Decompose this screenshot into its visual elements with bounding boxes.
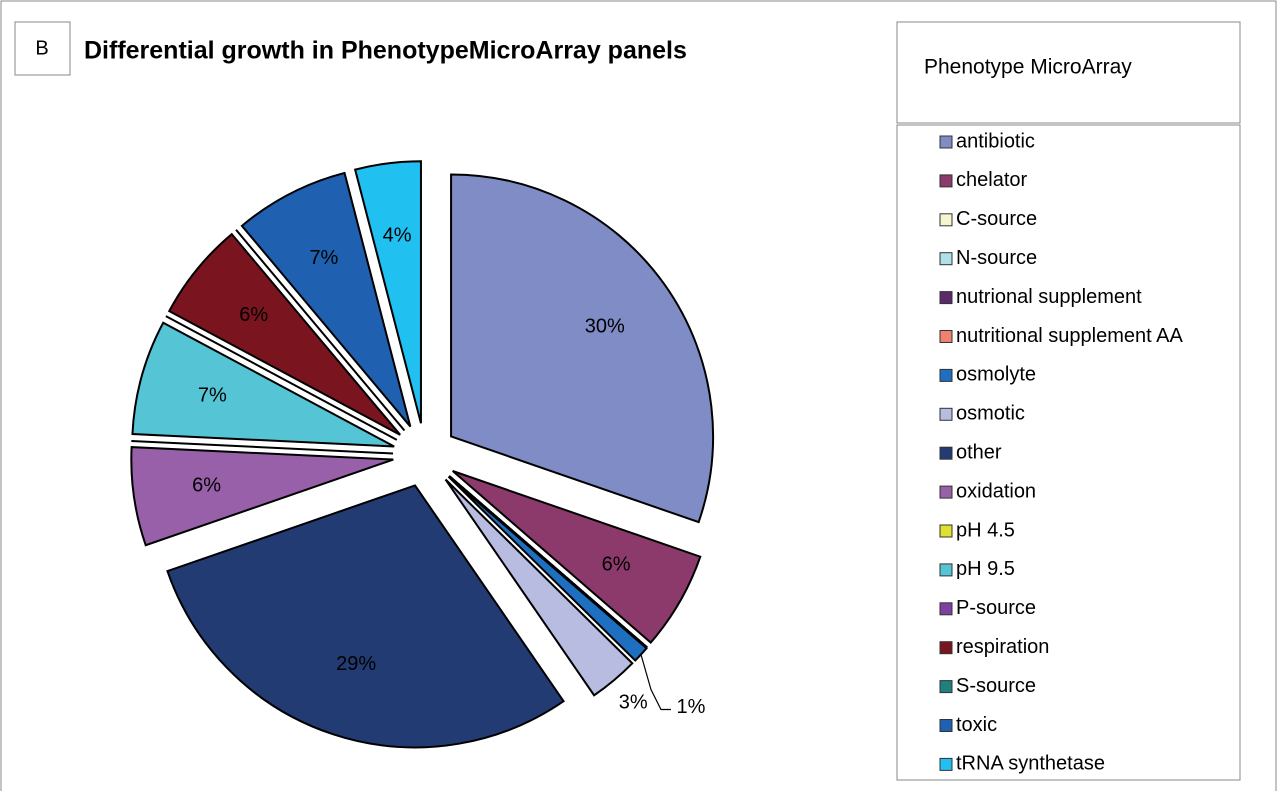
leader-line — [640, 654, 671, 711]
pie-slice — [240, 171, 412, 428]
legend-label: osmolyte — [956, 364, 1036, 386]
data-label: 4% — [383, 224, 412, 246]
legend-label: pH 9.5 — [956, 558, 1015, 580]
legend-label: N-source — [956, 247, 1037, 269]
pie-slice — [166, 484, 565, 749]
legend-swatch — [939, 641, 953, 655]
legend-label: pH 4.5 — [956, 519, 1015, 541]
pie-slice — [448, 475, 648, 649]
pie-slice — [130, 446, 394, 547]
legend-label: toxic — [956, 714, 997, 736]
data-label: 1% — [677, 696, 706, 718]
panel-box — [14, 21, 71, 76]
pie-slice — [131, 321, 395, 448]
data-label: 6% — [239, 304, 268, 326]
legend-swatch — [939, 252, 953, 266]
panel-label: B — [35, 37, 48, 59]
data-label: 29% — [336, 653, 376, 675]
legend-label: antibiotic — [956, 130, 1035, 152]
legend-swatch — [939, 446, 953, 460]
legend-swatch — [939, 407, 953, 421]
legend-title: Phenotype MicroArray — [924, 56, 1132, 79]
data-label: 6% — [192, 475, 221, 497]
legend-label: chelator — [956, 169, 1027, 191]
legend-swatch — [939, 524, 953, 538]
legend-swatch — [939, 291, 953, 305]
legend-label: respiration — [956, 636, 1049, 658]
legend-label: osmotic — [956, 403, 1025, 425]
data-label: 3% — [619, 691, 648, 713]
legend-box — [896, 124, 1241, 781]
legend-swatch — [939, 719, 953, 732]
pie-slice — [450, 173, 714, 524]
legend-swatch — [939, 757, 953, 771]
legend-label: P-source — [956, 597, 1036, 619]
legend-swatch — [939, 135, 953, 149]
pie-slice — [452, 470, 702, 644]
legend-label: nutritional supplement AA — [956, 325, 1183, 347]
legend-label: oxidation — [956, 480, 1036, 502]
pie-slice — [353, 160, 422, 424]
data-label: 7% — [309, 247, 338, 269]
legend-title-box — [896, 21, 1241, 124]
legend-swatch — [939, 174, 953, 188]
legend-label: C-source — [956, 208, 1037, 230]
legend-swatch — [939, 563, 953, 577]
data-label: 30% — [585, 315, 625, 337]
legend-label: other — [956, 441, 1002, 463]
legend-swatch — [939, 485, 953, 499]
legend-swatch — [939, 680, 953, 694]
data-label: 7% — [198, 384, 227, 406]
chart-title: Differential growth in PhenotypeMicroArr… — [84, 37, 687, 65]
pie-slice — [167, 232, 401, 436]
legend-label: tRNA synthetase — [956, 753, 1105, 775]
legend-swatch — [939, 602, 953, 616]
legend-swatch — [939, 213, 953, 227]
legend-swatch — [939, 330, 953, 343]
pie-slice — [165, 315, 398, 441]
legend-label: S-source — [956, 675, 1036, 697]
data-label: 6% — [602, 554, 631, 576]
pie-slice — [444, 478, 634, 697]
legend-label: nutrional supplement — [956, 286, 1142, 308]
legend-swatch — [939, 368, 953, 382]
